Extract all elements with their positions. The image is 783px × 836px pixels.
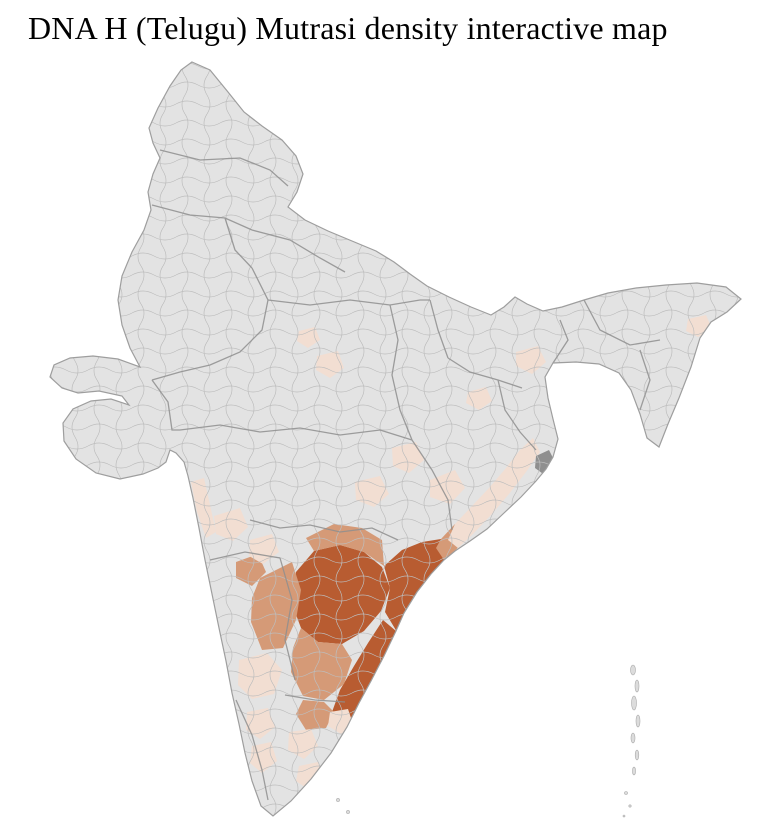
page-title: DNA H (Telugu) Mutrasi density interacti… [28,10,668,46]
andaman-nicobar-islands [622,664,641,818]
india-coastline [49,61,742,817]
state-boundaries [151,149,661,801]
southern-islets [336,798,350,814]
region-diu-district[interactable] [44,414,60,431]
